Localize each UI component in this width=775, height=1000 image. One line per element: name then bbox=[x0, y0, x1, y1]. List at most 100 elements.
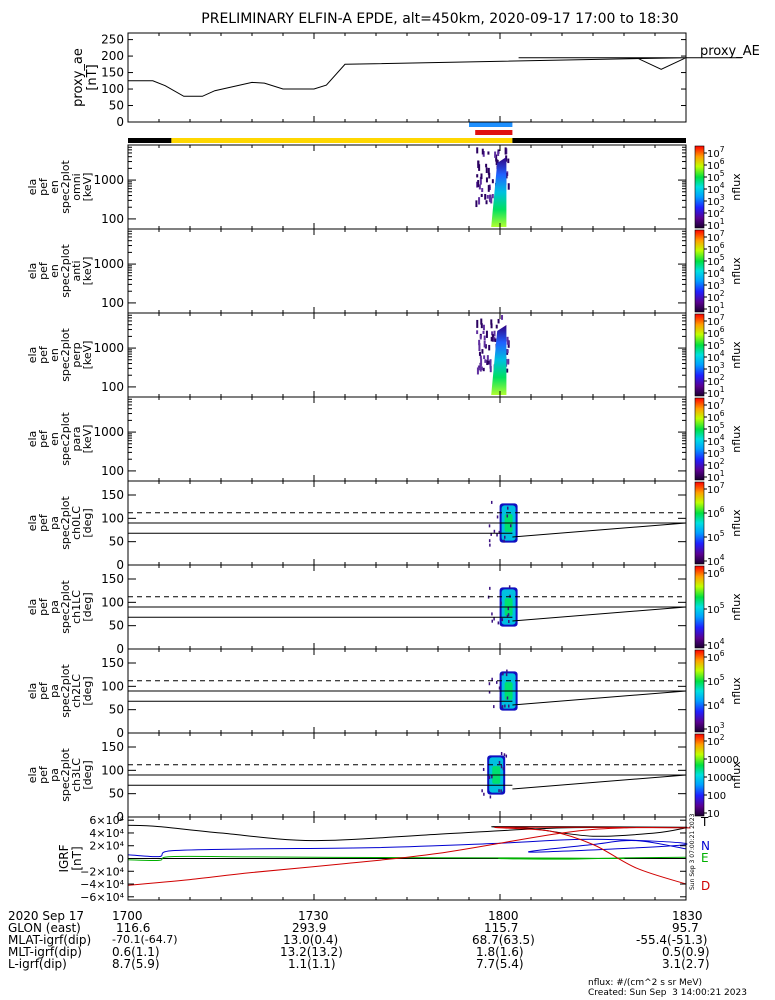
ylabel-line: spec2plot bbox=[59, 748, 72, 802]
heatmap-pixel bbox=[488, 690, 491, 694]
heatmap-pixel bbox=[480, 358, 483, 366]
heatmap-pixel bbox=[507, 506, 509, 510]
heatmap-pixel bbox=[504, 704, 506, 708]
colorbar bbox=[694, 649, 705, 733]
colorbar-tick-label: 105 bbox=[707, 421, 725, 436]
ytick-label: 100 bbox=[101, 511, 124, 525]
ytick-label: 0 bbox=[116, 726, 124, 740]
colorbar-tick-label: 104 bbox=[707, 181, 725, 196]
science-zone-bar-red bbox=[475, 130, 513, 135]
colorbar-tick-label: 103 bbox=[707, 361, 725, 376]
heatmap-band bbox=[491, 157, 507, 227]
col-1800-mlt: 1.8(1.6) bbox=[476, 945, 524, 959]
proxy-ae-ylabel: [nT] bbox=[85, 64, 100, 90]
heatmap-pixel bbox=[508, 585, 511, 589]
heatmap-pixel bbox=[498, 789, 500, 793]
igrf-ytick-label: 6×10⁴ bbox=[89, 814, 124, 827]
colorbar bbox=[694, 229, 705, 313]
heatmap-pixel bbox=[478, 197, 481, 205]
ylabel-line: spec2plot bbox=[59, 496, 72, 550]
colorbar bbox=[694, 565, 705, 649]
col-1700-l: 8.7(5.9) bbox=[112, 957, 160, 971]
ylabel-line: [deg] bbox=[81, 676, 94, 705]
colorbar-tick-label: 105 bbox=[707, 601, 725, 616]
heatmap-pixel bbox=[478, 184, 481, 190]
heatmap-pixel bbox=[482, 767, 485, 771]
ylabel-line: pa bbox=[48, 768, 61, 782]
proxy-ae-panel: 250 200 150 100 50 0 proxy_ae [nT] proxy_AE bbox=[71, 32, 760, 129]
igrf-ytick-label: −6×10⁴ bbox=[80, 891, 124, 904]
heatmap-pixel bbox=[484, 193, 487, 200]
colorbar bbox=[694, 145, 705, 229]
ylabel-line: ela bbox=[26, 515, 39, 532]
colorbar-label: nflux bbox=[730, 677, 743, 705]
ylabel-line: pef bbox=[37, 513, 50, 532]
ytick-label: 1000 bbox=[93, 425, 124, 439]
col-1830-mlat: -55.4(-51.3) bbox=[636, 933, 708, 947]
heatmap-band bbox=[491, 325, 507, 395]
ytick-label: 50 bbox=[109, 535, 124, 549]
ytick-label: 150 bbox=[101, 572, 124, 586]
col-1830-l: 3.1(2.7) bbox=[662, 957, 710, 971]
ytick-label: 100 bbox=[101, 380, 124, 394]
heatmap-pixel bbox=[485, 330, 488, 338]
igrf-legend-D: D bbox=[701, 879, 710, 893]
ylabel-line: [keV] bbox=[81, 341, 94, 370]
anti-loss-cone-line-tail bbox=[512, 774, 687, 790]
colorbar-tick-label: 107 bbox=[707, 313, 725, 328]
igrf-ytick-label: −4×10⁴ bbox=[80, 878, 124, 891]
ylabel-line: pef bbox=[37, 681, 50, 700]
heatmap-pixel bbox=[483, 335, 486, 341]
heatmap-pixel bbox=[476, 330, 479, 335]
colorbar-label: nflux bbox=[730, 761, 743, 789]
heatmap-pixel bbox=[482, 324, 485, 331]
heatmap-pixel bbox=[479, 335, 482, 340]
panel-frame bbox=[127, 396, 687, 482]
heatmap-pixel bbox=[497, 318, 500, 324]
proxy-ae-ytick-label: 100 bbox=[101, 82, 124, 96]
colorbar-tick-label: 103 bbox=[707, 277, 725, 292]
igrf-series-D bbox=[127, 826, 691, 886]
proxy-ae-line bbox=[128, 57, 742, 97]
heatmap-pixel bbox=[488, 194, 491, 202]
heatmap-pixel bbox=[493, 330, 496, 337]
col-1830-glon: 95.7 bbox=[672, 921, 699, 935]
eclipse-bar-start bbox=[128, 138, 172, 143]
heatmap-pixel bbox=[495, 680, 498, 684]
heatmap-pixel bbox=[487, 151, 490, 155]
ytick-label: 100 bbox=[101, 296, 124, 310]
heatmap-pixel bbox=[501, 618, 504, 622]
heatmap-pixel bbox=[491, 334, 494, 342]
heatmap-pixel bbox=[477, 365, 480, 371]
ylabel-line: [deg] bbox=[81, 760, 94, 789]
ylabel-line: spec2plot bbox=[59, 244, 72, 298]
heatmap-pixel bbox=[489, 366, 492, 373]
colorbar-tick-label: 101 bbox=[707, 385, 725, 400]
heatmap-pixel bbox=[496, 533, 498, 537]
heatmap-pixel bbox=[480, 318, 483, 325]
proxy-ae-ytick-label: 150 bbox=[101, 66, 124, 80]
ylabel-line: en bbox=[48, 180, 61, 194]
colorbar-tick-label: 102 bbox=[707, 457, 725, 472]
heatmap-pixel bbox=[497, 151, 500, 156]
ylabel-line: en bbox=[48, 348, 61, 362]
heatmap-pixel bbox=[479, 355, 482, 359]
heatmap-pixel bbox=[477, 160, 480, 169]
ylabel-line: spec2plot bbox=[59, 328, 72, 382]
ylabel-line: [keV] bbox=[81, 257, 94, 286]
heatmap-pixel bbox=[495, 154, 498, 162]
heatmap-pixel bbox=[506, 336, 509, 342]
colorbar-tick-label: 104 bbox=[707, 265, 725, 280]
state-bars bbox=[128, 122, 686, 143]
col-1730-time: 1730 bbox=[298, 909, 329, 923]
ytick-label: 150 bbox=[101, 656, 124, 670]
colorbar-label: nflux bbox=[730, 341, 743, 369]
colorbar-tick-label: 102 bbox=[707, 373, 725, 388]
heatmap-pixel bbox=[488, 186, 491, 191]
heatmap-pixel bbox=[500, 601, 502, 605]
heatmap-pixel bbox=[482, 367, 485, 372]
colorbar-tick-label: 101 bbox=[707, 301, 725, 316]
colorbar-tick-label: 106 bbox=[707, 409, 725, 424]
ylabel-line: anti bbox=[70, 260, 83, 281]
heatmap-pixel bbox=[487, 167, 490, 175]
